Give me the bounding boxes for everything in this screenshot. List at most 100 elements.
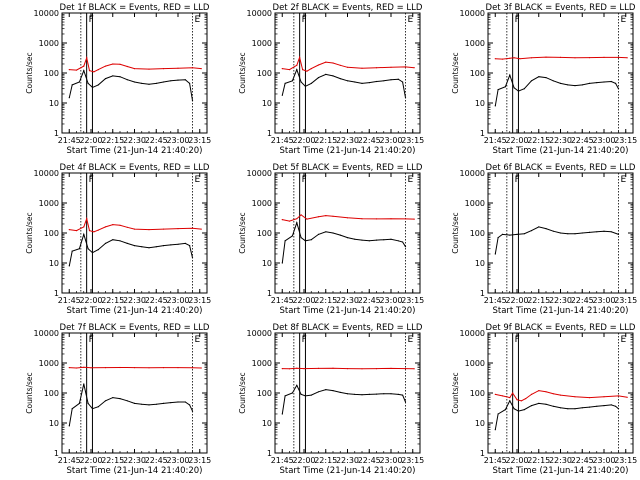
x-tick-label: 22:00 <box>79 296 102 305</box>
data-point <box>191 100 194 102</box>
data-point <box>291 235 293 237</box>
data-point <box>162 68 165 70</box>
y-tick-label: 100 <box>470 69 485 78</box>
data-point <box>530 230 533 232</box>
data-point <box>574 408 576 410</box>
data-point <box>368 240 370 242</box>
data-point <box>397 78 399 80</box>
data-point <box>133 367 136 369</box>
data-point <box>603 81 605 83</box>
x-tick-label: 22:45 <box>571 136 594 145</box>
y-tick-label: 10 <box>475 259 485 268</box>
y-tick-label: 10000 <box>460 169 485 178</box>
data-point <box>155 82 157 84</box>
data-point <box>402 81 404 83</box>
chart-panel-4: Det 4f BLACK = Events, RED = LLD 1 10 100 10… <box>25 163 211 316</box>
data-point <box>288 220 291 222</box>
data-point <box>603 56 605 59</box>
x-tick-label: 22:30 <box>549 296 572 305</box>
data-point <box>133 402 136 404</box>
marker-label: E <box>621 335 627 345</box>
data-point <box>559 407 562 409</box>
x-tick-label: 22:15 <box>101 136 124 145</box>
data-point <box>281 94 283 96</box>
y-axis-label: Counts/sec <box>451 212 460 253</box>
marker-label: F <box>89 175 94 185</box>
data-point <box>404 97 407 99</box>
data-point <box>513 87 515 89</box>
data-point <box>545 77 547 79</box>
x-tick-label: 21:45 <box>271 456 294 465</box>
chart-title: Det 7f BLACK = Events, RED = LLD <box>60 323 210 333</box>
data-point <box>494 105 496 107</box>
data-point <box>91 408 94 410</box>
data-point <box>126 79 128 81</box>
y-axis-label: Counts/sec <box>238 52 247 93</box>
chart-panel-7: Det 7f BLACK = Events, RED = LLD 1 10 100 10… <box>25 323 211 476</box>
x-axis-label: Start Time (21-Jun-14 21:40:20) <box>280 306 416 316</box>
data-point <box>119 240 121 242</box>
data-point <box>112 239 114 241</box>
x-tick-label: 23:15 <box>401 296 424 305</box>
chart-title: Det 5f BLACK = Events, RED = LLD <box>273 163 423 173</box>
data-point <box>191 67 194 69</box>
data-point <box>300 237 302 239</box>
data-point <box>610 231 612 233</box>
data-point <box>588 57 591 59</box>
data-point <box>191 410 194 412</box>
data-point <box>339 64 341 66</box>
data-point <box>126 226 128 228</box>
chart-title: Det 9f BLACK = Events, RED = LLD <box>486 323 636 333</box>
data-point <box>361 394 363 396</box>
x-tick-label: 22:30 <box>336 296 359 305</box>
y-tick-label: 100 <box>257 229 272 238</box>
data-point <box>299 56 301 59</box>
data-point <box>346 368 349 370</box>
data-point <box>501 395 504 397</box>
data-point <box>162 402 165 404</box>
data-point <box>191 367 194 369</box>
data-point <box>519 58 521 60</box>
data-point <box>310 394 312 396</box>
data-point <box>148 404 150 406</box>
data-point <box>86 218 88 220</box>
data-point <box>497 413 499 415</box>
data-point <box>148 83 150 85</box>
data-point <box>523 233 525 235</box>
x-tick-label: 22:00 <box>292 296 315 305</box>
data-point <box>68 229 70 231</box>
data-point <box>284 82 286 84</box>
x-tick-label: 22:30 <box>549 136 572 145</box>
y-tick-label: 10 <box>262 99 272 108</box>
data-point <box>383 393 385 395</box>
data-point <box>332 215 334 217</box>
marker-label: E <box>408 335 414 345</box>
chart-title: Det 6f BLACK = Events, RED = LLD <box>486 163 636 173</box>
data-point <box>93 71 95 73</box>
data-series-2 <box>282 367 415 370</box>
chart-panel-1: Det 1f BLACK = Events, RED = LLD 1 10 100 10… <box>25 3 211 156</box>
data-point <box>191 227 194 229</box>
y-tick-label: 10 <box>49 99 59 108</box>
data-point <box>513 408 515 410</box>
data-point <box>83 233 85 235</box>
data-point <box>97 249 99 251</box>
x-tick-label: 23:15 <box>401 136 424 145</box>
data-point <box>361 82 363 84</box>
data-point <box>332 62 334 64</box>
y-tick-label: 100 <box>470 389 485 398</box>
x-tick-label: 22:00 <box>505 296 528 305</box>
data-point <box>162 367 165 369</box>
data-point <box>87 82 89 84</box>
x-tick-label: 22:00 <box>292 456 315 465</box>
data-point <box>552 405 554 407</box>
data-point <box>296 64 298 66</box>
y-tick-label: 100 <box>257 389 272 398</box>
y-tick-label: 1 <box>480 289 485 298</box>
data-point <box>296 218 298 220</box>
marker-label: F <box>89 335 94 345</box>
data-point <box>552 80 554 82</box>
data-point <box>148 229 150 231</box>
data-point <box>610 80 612 83</box>
data-point <box>162 245 165 247</box>
